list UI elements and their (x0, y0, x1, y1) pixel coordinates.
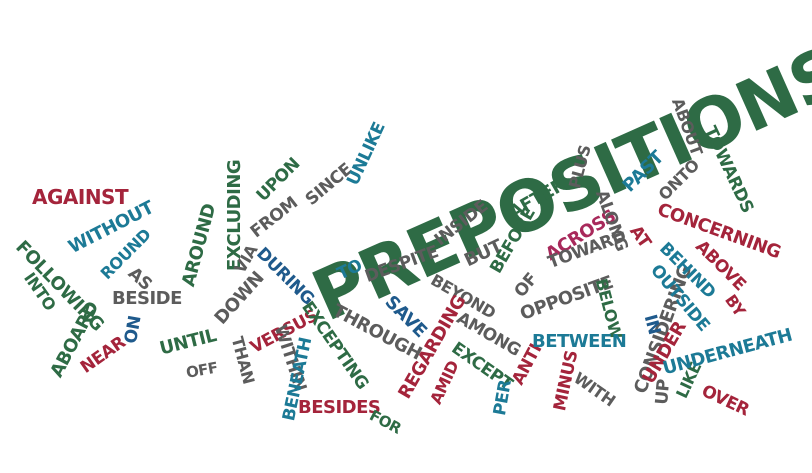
word-from: FROM (246, 193, 302, 243)
word-on: ON (121, 314, 146, 346)
word-up: UP (652, 378, 675, 406)
word-between: BETWEEN (532, 331, 627, 352)
word-of: OF (510, 269, 542, 302)
word-with: WITH (570, 368, 619, 411)
word-over: OVER (698, 381, 753, 421)
word-for: FOR (366, 406, 405, 438)
word-down: DOWN (210, 267, 269, 329)
word-off: OFF (184, 358, 220, 382)
word-around: AROUND (178, 201, 221, 289)
word-by: BY (721, 290, 750, 320)
word-per: PER (490, 378, 516, 418)
word-until: UNTIL (157, 325, 219, 360)
word-against: AGAINST (32, 185, 129, 209)
word-beside: BESIDE (112, 288, 182, 309)
word-besides: BESIDES (298, 397, 381, 418)
word-unlike: UNLIKE (343, 119, 390, 189)
word-upon: UPON (252, 154, 305, 206)
